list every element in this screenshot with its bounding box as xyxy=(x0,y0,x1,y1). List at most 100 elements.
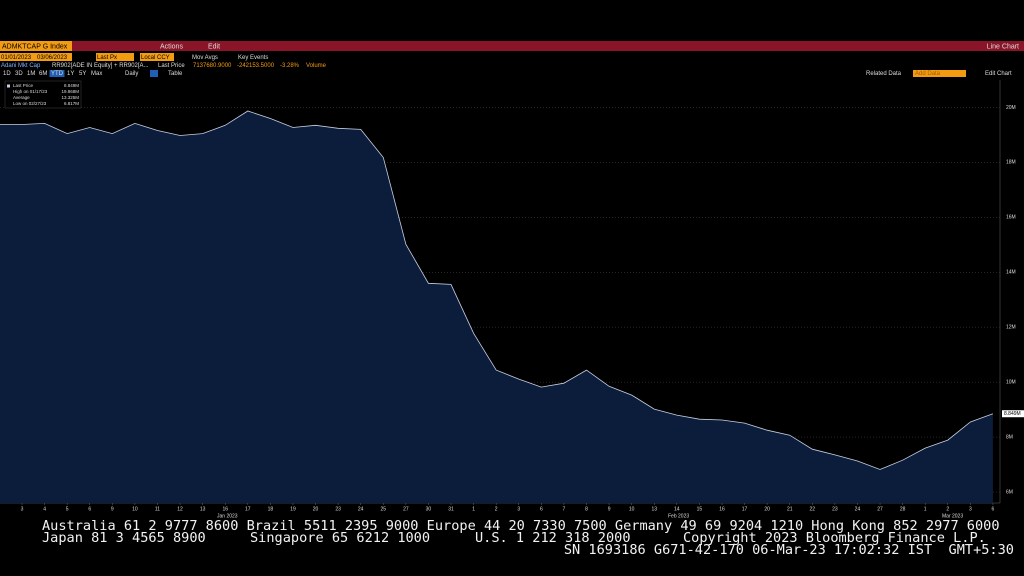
currency[interactable]: Local CCY xyxy=(141,55,170,61)
periods: 1D 3D 1M 6M YTD 1Y 5Y Max xyxy=(3,70,102,77)
period[interactable]: 1M xyxy=(27,71,35,77)
x-tick-label: 11 xyxy=(155,506,160,512)
x-tick-label: 19 xyxy=(290,506,296,512)
field[interactable]: Last Px xyxy=(97,55,117,61)
related-data[interactable]: Related Data xyxy=(866,71,902,77)
security-box[interactable] xyxy=(0,41,72,51)
mov-avgs[interactable]: Mov Avgs xyxy=(192,55,218,61)
x-tick-label: 6 xyxy=(540,506,543,512)
footer-phone: Singapore 65 6212 1000 xyxy=(250,530,430,546)
x-tick-label: 27 xyxy=(403,506,409,512)
x-tick-label: 3 xyxy=(21,506,24,512)
y-tick-label: 16M xyxy=(1006,215,1016,221)
legend-label: High on 01/17/23 xyxy=(13,89,48,94)
edit[interactable]: Edit xyxy=(208,43,220,50)
x-tick-label: 20 xyxy=(764,506,770,512)
series-name: Adani Mkt Cap xyxy=(1,63,41,69)
x-tick-label: 12 xyxy=(177,506,183,512)
x-tick-label: 23 xyxy=(832,506,838,512)
x-tick-label: 31 xyxy=(448,506,454,512)
x-tick-label: 17 xyxy=(742,506,748,512)
x-tick-label: 1 xyxy=(472,506,475,512)
view-name: Line Chart xyxy=(987,43,1019,50)
last-price: 7137680.9000 xyxy=(193,63,232,69)
period[interactable]: 5Y xyxy=(79,71,86,77)
month-label: Feb 2023 xyxy=(668,513,689,519)
table-icon[interactable] xyxy=(150,70,158,77)
start-date[interactable]: 01/01/2023 xyxy=(1,55,32,61)
month-label: Mar 2023 xyxy=(942,513,963,519)
y-tick-label: 20M xyxy=(1006,105,1016,111)
volume: Volume xyxy=(306,63,327,69)
last-tag-box xyxy=(1002,410,1024,418)
period[interactable]: YTD xyxy=(51,71,64,77)
legend-box xyxy=(4,80,82,109)
change-pct: -3.28% xyxy=(280,63,300,69)
x-tick-label: 23 xyxy=(335,506,341,512)
legend-value: 13.325M xyxy=(61,95,79,100)
legend: Last Price 8.849M High on 01/17/23 19.868M A… xyxy=(7,83,79,106)
y-tick-label: 12M xyxy=(1006,325,1016,331)
x-tick-label: 6 xyxy=(992,506,995,512)
x-tick-label: 20 xyxy=(313,506,319,512)
x-tick-label: 21 xyxy=(787,506,793,512)
add-data[interactable]: Add Data xyxy=(915,71,941,77)
x-tick-label: 30 xyxy=(426,506,432,512)
x-tick-label: 3 xyxy=(969,506,972,512)
table[interactable]: Table xyxy=(168,71,183,77)
x-tick-label: 1 xyxy=(924,506,927,512)
x-tick-label: 27 xyxy=(877,506,883,512)
x-tick-label: 24 xyxy=(855,506,861,512)
actions[interactable]: Actions xyxy=(160,43,183,50)
line xyxy=(0,110,994,470)
start-box[interactable] xyxy=(0,53,36,61)
x-tick-label: 9 xyxy=(111,506,114,512)
x-tick-label: 7 xyxy=(563,506,566,512)
copyright: Copyright 2023 Bloomberg Finance L.P. xyxy=(683,530,986,546)
month-label: Jan 2023 xyxy=(217,513,238,519)
period[interactable]: 1D xyxy=(3,71,11,77)
session: SN 1693186 G671-42-170 06-Mar-23 17:02:3… xyxy=(564,542,1014,558)
x-tick-label: 16 xyxy=(222,506,228,512)
edit-chart[interactable]: Edit Chart xyxy=(985,71,1012,77)
footer-phone: Japan 81 3 4565 8900 xyxy=(42,530,206,546)
x-tick-label: 8 xyxy=(585,506,588,512)
security[interactable]: ADMKTCAP G Index xyxy=(2,43,68,50)
x-tick-label: 22 xyxy=(810,506,816,512)
period[interactable]: 3D xyxy=(15,71,23,77)
period[interactable]: 6M xyxy=(39,71,47,77)
legend-value: 6.817M xyxy=(64,101,79,106)
end-date[interactable]: 03/06/2023 xyxy=(37,55,68,61)
key-events[interactable]: Key Events xyxy=(238,55,268,61)
frequency[interactable]: Daily xyxy=(125,71,138,77)
x-tick-label: 25 xyxy=(380,506,386,512)
x-tick-label: 6 xyxy=(88,506,91,512)
x-tick-label: 5 xyxy=(66,506,69,512)
currency-box[interactable] xyxy=(140,53,174,61)
legend-label: Average xyxy=(13,95,30,100)
y-tick-label: 10M xyxy=(1006,379,1016,385)
end-box[interactable] xyxy=(36,53,72,61)
add-data-box[interactable] xyxy=(913,70,966,77)
formula: RR902[ADE IN Equity] + RR902[A... xyxy=(52,63,149,69)
legend-swatch xyxy=(7,84,10,88)
x-tick-label: 13 xyxy=(200,506,206,512)
last-price-label: Last Price xyxy=(158,63,185,69)
y-tick-label: 14M xyxy=(1006,270,1016,276)
y-tick-label: 8M xyxy=(1006,434,1013,440)
x-tick-label: 2 xyxy=(946,506,949,512)
x-tick-label: 24 xyxy=(358,506,364,512)
x-tick-label: 14 xyxy=(674,506,680,512)
x-tick-label: 13 xyxy=(651,506,657,512)
period[interactable]: Max xyxy=(91,71,102,77)
period[interactable]: 1Y xyxy=(67,71,74,77)
legend-label: Low on 02/27/23 xyxy=(13,101,47,106)
footer-line: Australia 61 2 9777 8600 Brazil 5511 239… xyxy=(42,518,1000,534)
legend-value: 8.849M xyxy=(64,83,79,88)
field-box[interactable] xyxy=(96,53,134,61)
x-tick-label: 18 xyxy=(268,506,274,512)
x-tick-label: 17 xyxy=(245,506,251,512)
legend-label: Last Price xyxy=(13,83,34,88)
